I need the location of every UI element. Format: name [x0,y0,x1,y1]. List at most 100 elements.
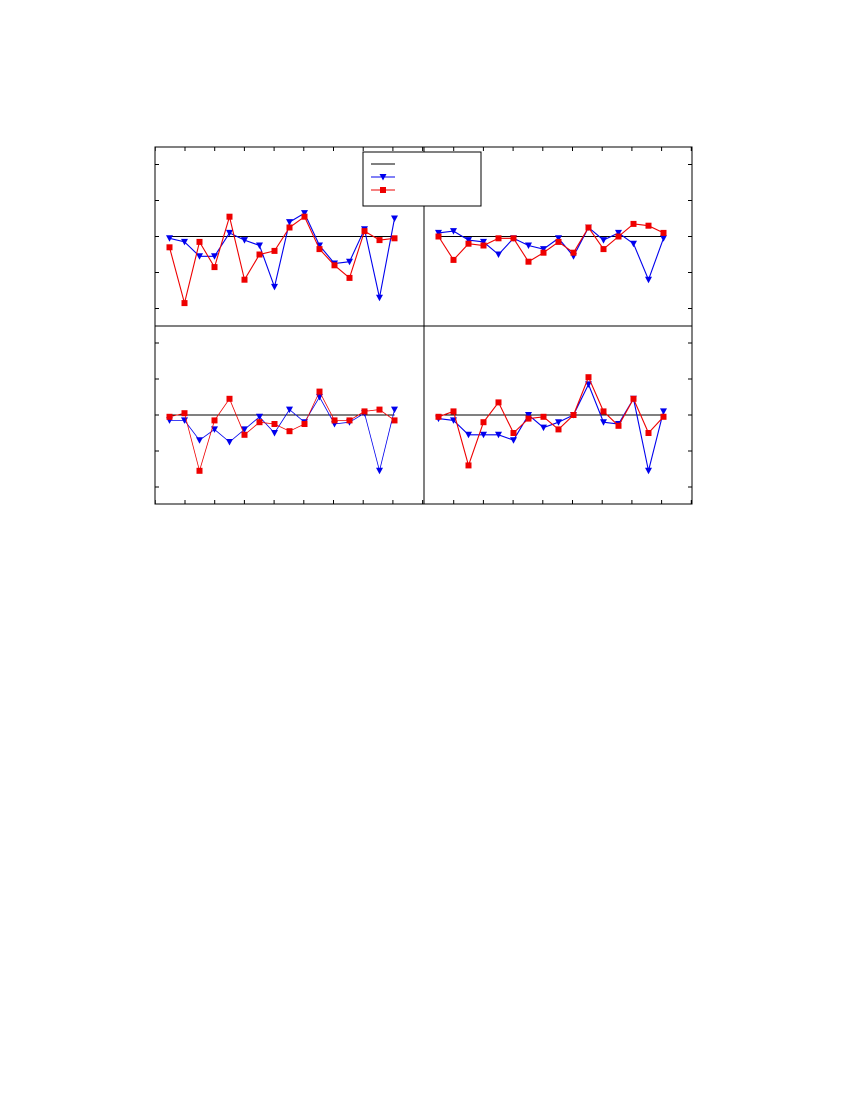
series-1-point [241,426,248,433]
series-2-point [570,412,577,418]
series-2-point [331,262,338,269]
series-1-point [166,235,173,242]
series-2-point [166,413,173,420]
series-2-point [181,410,188,417]
legend-marker-square [380,187,386,193]
series-2-line [169,390,395,473]
series-1-point [480,431,487,439]
series-1-point [256,413,263,421]
series-1-line [169,212,396,298]
series-1-point [645,276,652,284]
series-2-point [525,258,532,265]
series-2-point [630,220,637,227]
series-1-point [555,419,562,426]
series-1-point [211,253,218,260]
series-2-point [435,233,442,240]
series-2-point [645,222,652,229]
series-1-point [286,219,293,226]
series-1-point [196,437,203,444]
series-2-point [196,467,203,474]
series-2-point [600,246,607,253]
series-1-point [600,237,607,244]
series-2-point [495,399,502,406]
series-1-point [540,246,547,253]
series-2-point [256,251,263,258]
series-1-point [286,406,293,414]
series-1-point [525,242,532,249]
series-2-point [570,249,577,256]
series-2-point [241,431,248,438]
series-2-line [438,375,664,468]
series-2-point [660,413,667,420]
series-2-point [331,417,338,424]
series-2-point [226,395,233,402]
series-2-point [510,235,517,242]
series-1-point [630,240,637,248]
series-2-point [256,419,263,426]
series-1-point [226,439,233,446]
series-1-point [211,426,218,433]
series-1-line [438,383,665,471]
series-1-point [555,235,562,242]
panel-top-right [435,164,692,309]
series-1-point [271,283,278,291]
series-2-point [480,242,487,249]
series-2-point [600,408,607,415]
series-2-point [361,228,368,235]
legend-marker-triangle [379,174,387,181]
series-2-point [211,264,218,271]
series-2-point [525,415,532,422]
series-2-point [465,462,472,469]
series-2-point [540,413,547,420]
series-1-point [376,467,383,475]
series-2-point [495,235,502,242]
series-2-point [346,417,353,424]
series-2-point [615,233,622,240]
series-2-line [438,223,664,263]
series-1-point [376,294,383,302]
series-1-point [615,229,622,237]
series-1-point [660,235,667,242]
series-2-point [316,246,323,253]
series-2-point [660,229,667,236]
series-2-point [480,419,487,426]
series-2-point [450,256,457,263]
series-1-point [645,467,652,475]
series-1-point [346,258,353,266]
series-2-point [391,417,398,424]
series-2-point [286,224,293,231]
series-2-point [211,417,218,424]
series-2-point [181,300,188,307]
series-2-point [346,274,353,281]
series-1-line [169,396,395,471]
series-2-point [301,213,308,220]
series-2-point [585,374,592,381]
series-2-point [226,213,233,220]
chart-panels [155,164,692,488]
series-2-line [168,214,395,304]
series-1-point [181,238,188,246]
series-1-point [465,431,472,439]
series-2-point [450,408,457,415]
series-2-point [540,249,547,256]
series-2-point [465,240,472,247]
series-2-point [510,430,517,436]
series-2-point [376,237,383,244]
series-1-point [435,229,442,237]
series-1-line [438,226,665,282]
series-1-point [540,424,547,432]
series-1-point [256,242,263,249]
series-2-point [166,244,173,251]
series-2-point [615,422,622,429]
series-1-point [600,419,607,426]
series-1-point [660,408,667,415]
series-2-point [630,395,637,402]
panel-top-left [155,164,398,309]
series-2-point [271,247,278,254]
series-1-point [301,210,308,217]
series-1-point [480,238,487,246]
series-2-point [271,421,278,427]
panel-bottom-right [435,342,692,488]
series-2-point [316,388,323,395]
